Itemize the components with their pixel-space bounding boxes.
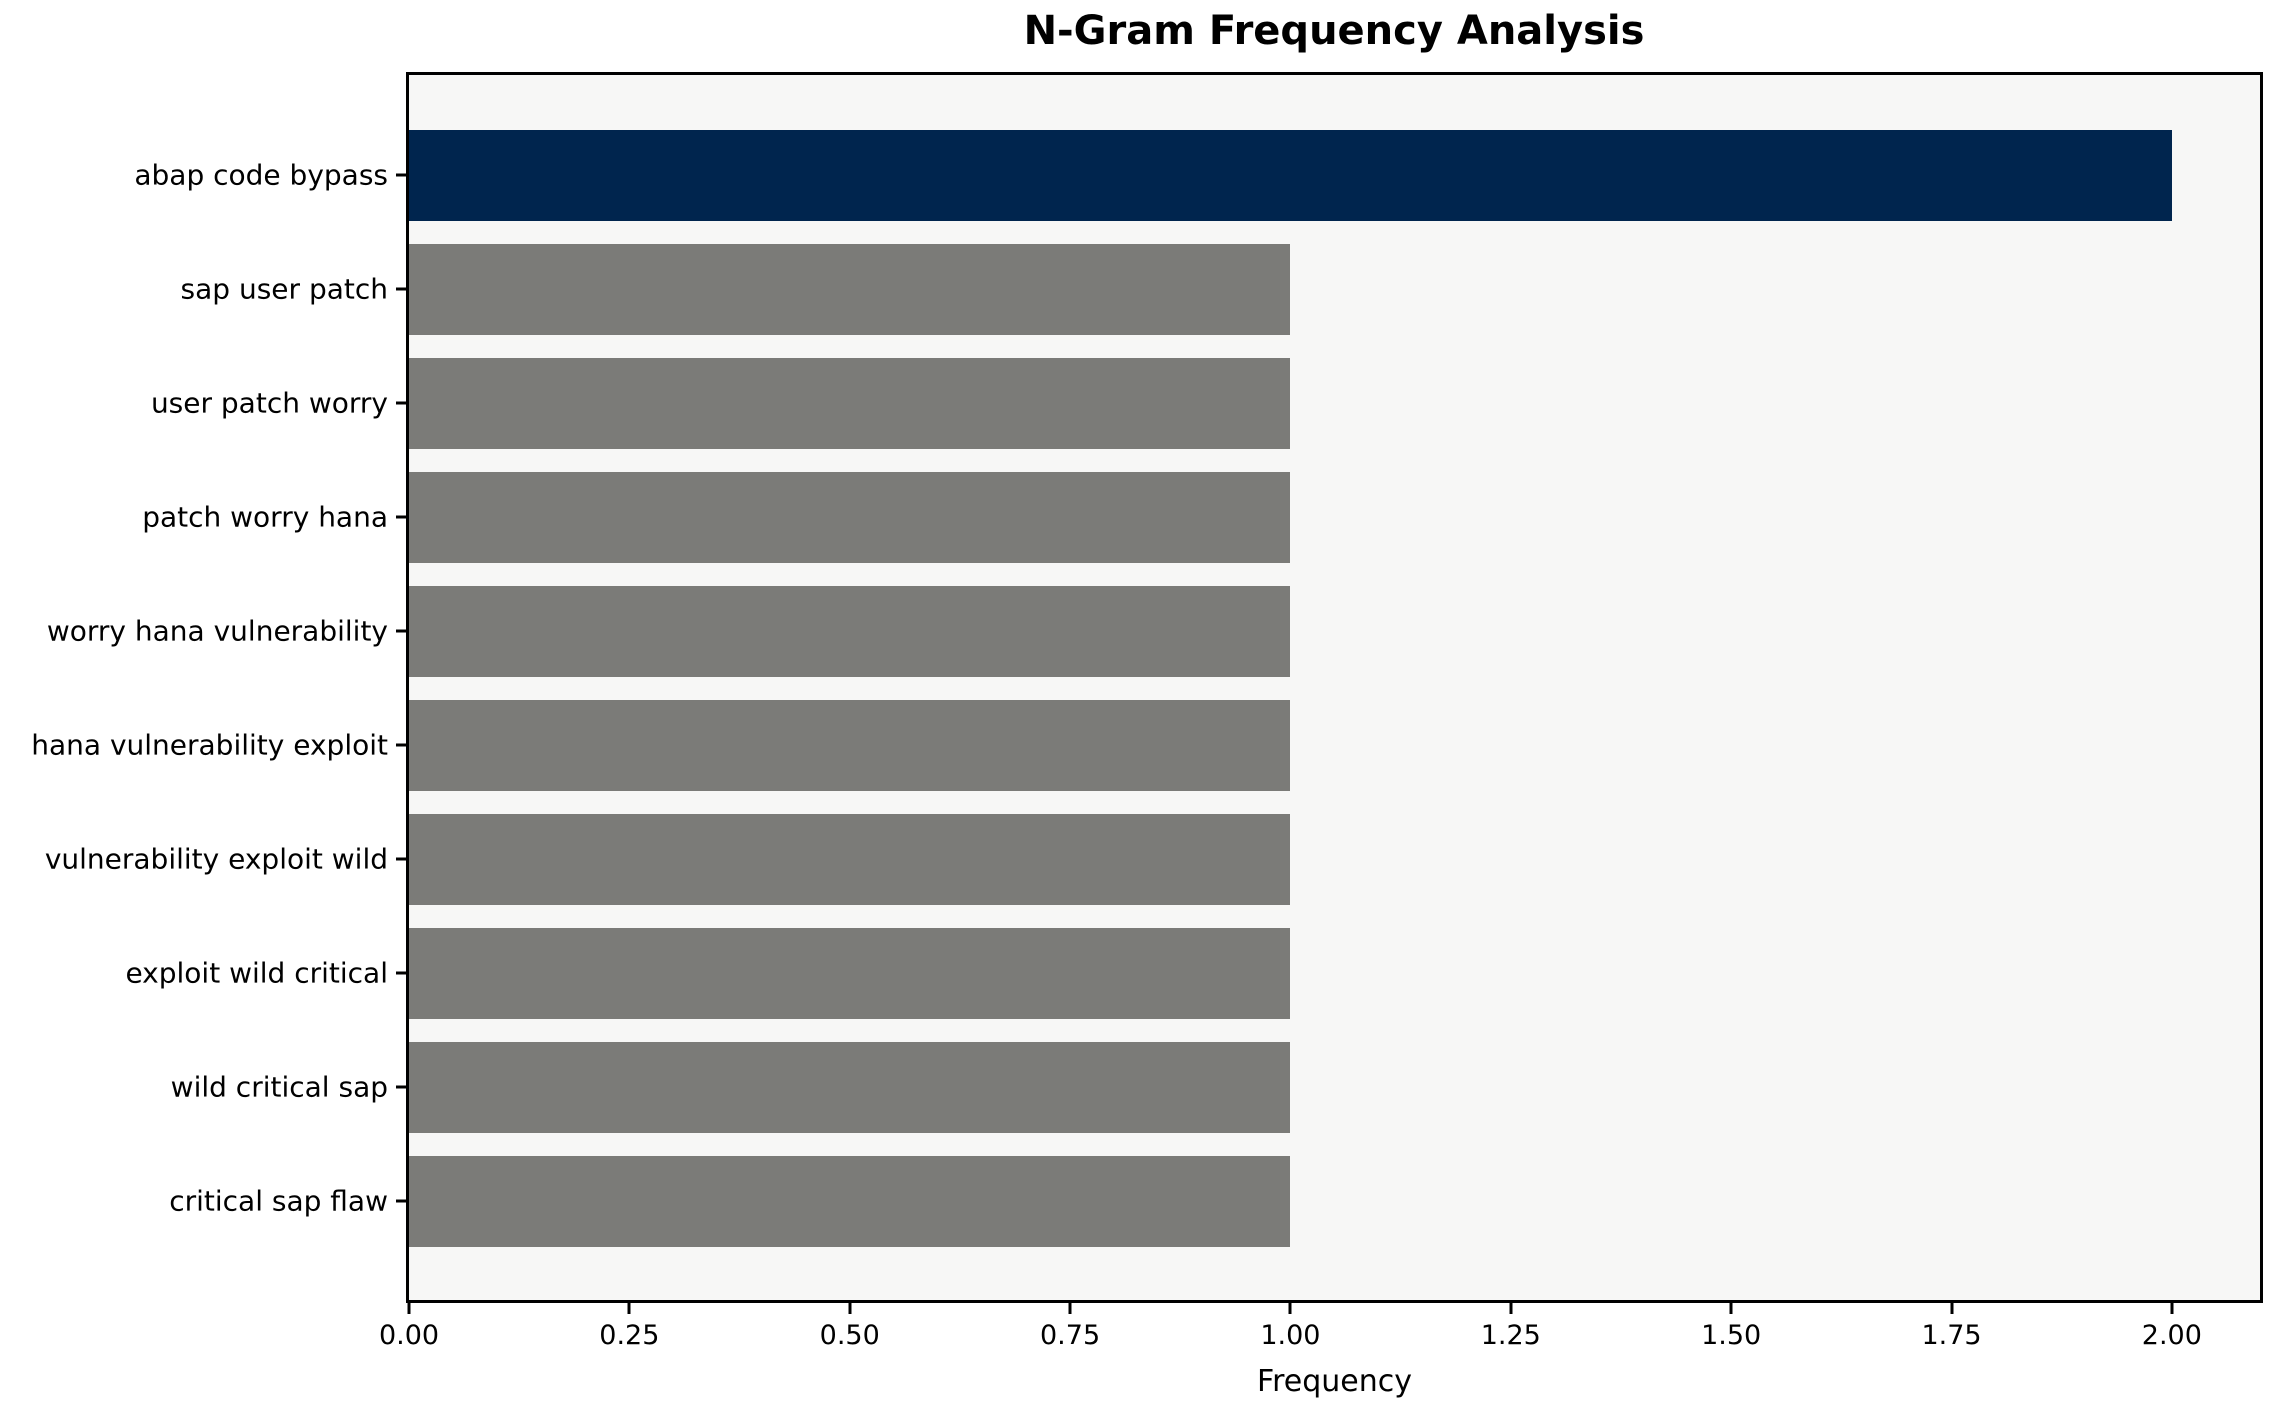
x-tick-label: 0.25 xyxy=(599,1320,660,1351)
bar xyxy=(409,129,2172,221)
bar-row: user patch worry xyxy=(151,346,2260,460)
bar-rows: abap code bypass sap user patch user patch… xyxy=(31,75,2260,1300)
x-axis-label: Frequency xyxy=(1257,1364,1412,1399)
y-tick-mark xyxy=(396,857,406,861)
x-tick-mark xyxy=(407,1303,411,1314)
bar xyxy=(409,585,1291,677)
y-tick-mark xyxy=(396,743,406,747)
plot-area: abap code bypass sap user patch user patch… xyxy=(31,72,2263,1399)
y-tick-label: sap user patch xyxy=(180,272,388,306)
bar-row: abap code bypass xyxy=(134,118,2260,232)
bar-row: wild critical sap xyxy=(171,1030,2260,1144)
bar-row: exploit wild critical xyxy=(125,916,2260,1030)
y-tick-mark xyxy=(396,515,406,519)
x-tick-mark xyxy=(627,1303,631,1314)
bar xyxy=(409,699,1291,791)
y-tick-mark xyxy=(396,401,406,405)
x-tick-mark xyxy=(1288,1303,1292,1314)
x-tick-mark xyxy=(1950,1303,1953,1314)
x-tick-label: 0.00 xyxy=(378,1320,440,1351)
bar xyxy=(409,813,1291,905)
y-tick-label: abap code bypass xyxy=(134,158,388,192)
x-tick-mark xyxy=(2170,1303,2174,1314)
bar-row: critical sap flaw xyxy=(169,1144,2260,1258)
bar-row: patch worry hana xyxy=(142,460,2260,574)
x-tick-label: 0.75 xyxy=(1040,1320,1101,1351)
y-tick-label: patch worry hana xyxy=(142,500,388,534)
y-tick-mark xyxy=(396,287,406,291)
y-tick-mark xyxy=(396,1199,406,1203)
y-tick-label: worry hana vulnerability xyxy=(46,614,388,648)
x-tick-label: 1.25 xyxy=(1480,1320,1541,1351)
y-tick-mark xyxy=(396,1085,406,1089)
y-tick-label: hana vulnerability exploit xyxy=(31,728,388,762)
x-tick-mark xyxy=(1068,1303,1072,1314)
y-tick-mark xyxy=(396,173,406,177)
x-tick-label: 1.50 xyxy=(1701,1320,1762,1351)
bar-row: sap user patch xyxy=(181,232,2260,346)
chart-title: N-Gram Frequency Analysis xyxy=(1023,8,1645,54)
x-tick-label: 1.75 xyxy=(1921,1320,1982,1351)
bar xyxy=(409,1155,1291,1247)
x-tick-label: 0.50 xyxy=(819,1320,880,1351)
y-tick-mark xyxy=(396,629,406,633)
y-tick-label: wild critical sap xyxy=(170,1070,388,1104)
x-tick-mark xyxy=(848,1303,852,1314)
y-tick-label: exploit wild critical xyxy=(125,956,388,990)
x-tick-label: 1.00 xyxy=(1260,1320,1321,1351)
bar xyxy=(409,357,1291,449)
y-tick-label: critical sap flaw xyxy=(169,1184,388,1218)
bar-row: worry hana vulnerability xyxy=(47,574,2260,688)
bar-row: vulnerability exploit wild xyxy=(45,802,2260,916)
bar xyxy=(409,243,1291,335)
bar-row: hana vulnerability exploit xyxy=(31,688,2260,802)
bar xyxy=(409,1041,1291,1133)
bar xyxy=(409,471,1291,563)
x-tick-mark xyxy=(1509,1303,1513,1314)
y-tick-label: user patch worry xyxy=(150,386,388,420)
x-tick-label: 2.00 xyxy=(2141,1320,2202,1351)
y-tick-mark xyxy=(396,971,406,975)
bar xyxy=(409,927,1291,1019)
x-tick-mark xyxy=(1729,1303,1733,1314)
y-tick-label: vulnerability exploit wild xyxy=(44,842,388,876)
